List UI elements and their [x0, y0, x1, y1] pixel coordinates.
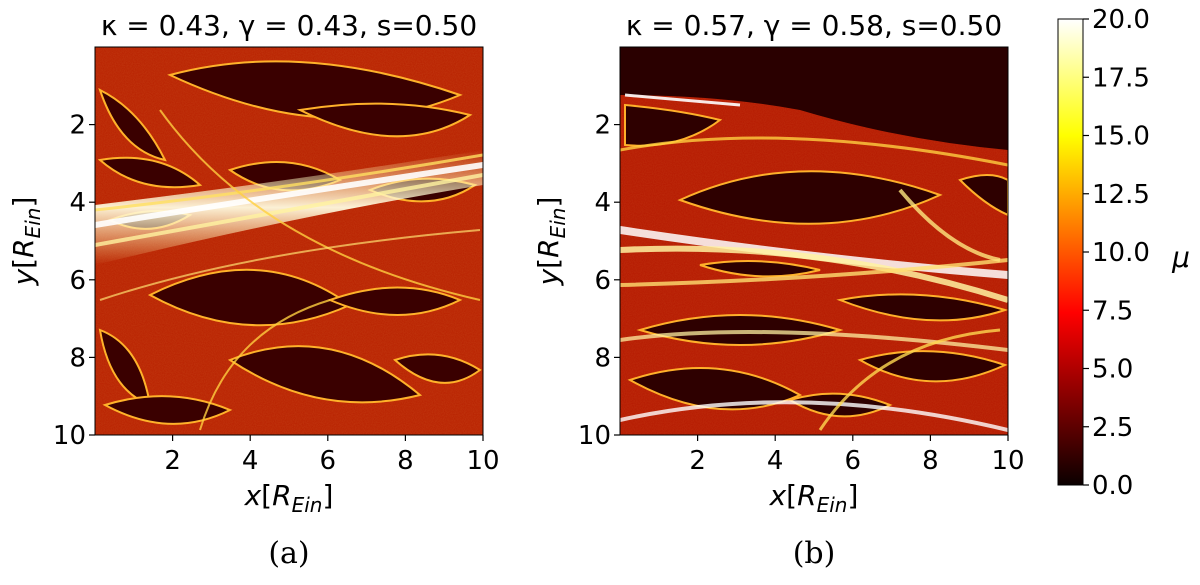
panel-a-heatmap: [95, 47, 483, 435]
colorbar-ticks: 0.0 2.5 5.0 7.5 10.0 12.5 15.0 17.5 20.0: [1083, 5, 1150, 501]
colorbar-label: μ: [1171, 241, 1190, 274]
xtick-label: 2: [164, 446, 181, 476]
panel-a-axes: 2 4 6 8 10 2 4 6 8 10: [53, 111, 500, 476]
ytick-label: 4: [69, 188, 86, 218]
colorbar-tick-label: 17.5: [1092, 63, 1150, 93]
colorbar-gradient: [1057, 18, 1084, 486]
xtick-label: 4: [242, 446, 259, 476]
colorbar-tick-label: 5.0: [1092, 355, 1133, 385]
ytick-label: 6: [69, 266, 86, 296]
ytick-label: 6: [594, 266, 611, 296]
panel-a-caption: (a): [268, 536, 309, 571]
xtick-label: 6: [320, 446, 337, 476]
panel-a-ylabel: y[REin]: [7, 197, 45, 287]
panel-b-xlabel: x[REin]: [769, 479, 859, 517]
colorbar-tick-label: 7.5: [1092, 296, 1133, 326]
colorbar-tick-label: 12.5: [1092, 180, 1150, 210]
colorbar-tick-label: 15.0: [1092, 122, 1150, 152]
ytick-label: 8: [594, 343, 611, 373]
panel-b-title: κ = 0.57, γ = 0.58, s=0.50: [626, 9, 1002, 42]
xtick-label: 8: [397, 446, 414, 476]
xtick-label: 10: [991, 446, 1024, 476]
xtick-label: 6: [845, 446, 862, 476]
ytick-label: 10: [53, 421, 86, 451]
ytick-label: 2: [69, 111, 86, 141]
panel-b-ylabel: y[REin]: [532, 197, 570, 287]
colorbar-tick-label: 10.0: [1092, 238, 1150, 268]
colorbar-tick-label: 0.0: [1092, 471, 1133, 501]
panel-b-caption: (b): [793, 536, 836, 571]
colorbar-tick-label: 20.0: [1092, 5, 1150, 35]
panel-a: κ = 0.43, γ = 0.43, s=0.50: [7, 9, 500, 571]
panel-a-title: κ = 0.43, γ = 0.43, s=0.50: [101, 9, 477, 42]
xtick-label: 10: [466, 446, 499, 476]
colorbar: 0.0 2.5 5.0 7.5 10.0 12.5 15.0 17.5 20.0 μ: [1057, 5, 1190, 501]
panel-b: κ = 0.57, γ = 0.58, s=0.50: [532, 9, 1025, 571]
ytick-label: 8: [69, 343, 86, 373]
ytick-label: 2: [594, 111, 611, 141]
xtick-label: 8: [922, 446, 939, 476]
colorbar-tick-label: 2.5: [1092, 413, 1133, 443]
panel-b-axes: 2 4 6 8 10 2 4 6 8 10: [578, 111, 1025, 476]
xtick-label: 4: [767, 446, 784, 476]
panel-b-heatmap: [620, 47, 1008, 435]
ytick-label: 10: [578, 421, 611, 451]
ytick-label: 4: [594, 188, 611, 218]
xtick-label: 2: [689, 446, 706, 476]
panel-a-xlabel: x[REin]: [244, 479, 334, 517]
